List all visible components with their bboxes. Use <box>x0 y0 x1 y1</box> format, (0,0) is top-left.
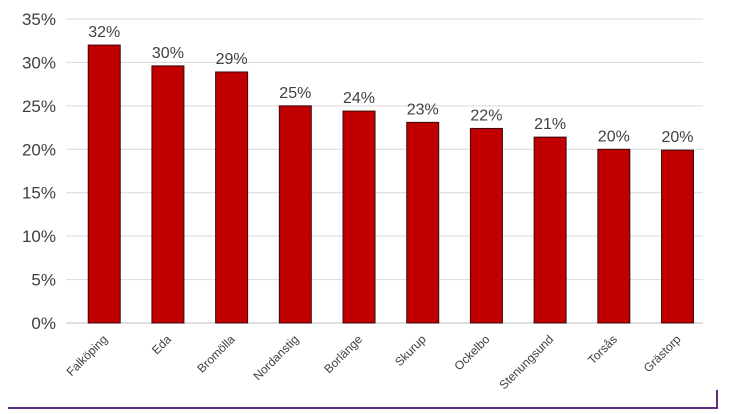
data-label: 21% <box>534 116 566 133</box>
data-label: 30% <box>152 45 184 62</box>
x-category-label: Torsås <box>585 332 620 367</box>
x-category-label: Nordanstig <box>251 332 302 383</box>
x-category-label: Borlänge <box>321 332 365 376</box>
bar <box>406 121 440 324</box>
data-label: 24% <box>343 90 375 107</box>
bar <box>597 148 631 324</box>
x-category-label: Stenungsund <box>496 332 556 392</box>
bars <box>87 44 695 324</box>
y-axis-tick-labels: 0% 5% 10% 15% 20% 25% 30% 35% <box>22 10 56 333</box>
data-label: 32% <box>88 24 120 41</box>
y-tick-label: 5% <box>31 271 56 290</box>
bar <box>278 105 312 324</box>
data-label: 23% <box>407 101 439 118</box>
bar <box>342 110 376 324</box>
bar <box>151 65 185 324</box>
y-tick-label: 25% <box>22 97 56 116</box>
x-category-label: Skurup <box>392 332 429 369</box>
data-labels: 32% 30% 29% 25% 24% 23% 22% 21% 20% 20% <box>88 24 693 146</box>
bar <box>87 44 121 324</box>
bar <box>661 149 695 324</box>
bar <box>533 136 567 324</box>
frame-border-right <box>716 390 718 408</box>
bar <box>469 127 503 324</box>
x-category-label: Ockelbo <box>452 332 493 373</box>
data-label: 20% <box>662 129 694 146</box>
frame-border-bottom <box>8 407 718 409</box>
data-label: 25% <box>279 85 311 102</box>
data-label: 20% <box>598 128 630 145</box>
y-tick-label: 20% <box>22 140 56 159</box>
x-axis-category-labels: Falköping Eda Bromölla Nordanstig Borlänge Sk… <box>64 332 684 392</box>
data-label: 29% <box>216 51 248 68</box>
bar <box>215 71 249 324</box>
x-category-label: Grästorp <box>641 332 684 375</box>
x-category-label: Eda <box>149 332 174 357</box>
y-tick-label: 35% <box>22 10 56 29</box>
y-tick-label: 15% <box>22 184 56 203</box>
x-category-label: Falköping <box>64 332 111 379</box>
y-tick-label: 30% <box>22 53 56 72</box>
x-category-label: Bromölla <box>194 332 238 376</box>
data-label: 22% <box>470 107 502 124</box>
y-tick-label: 0% <box>31 314 56 333</box>
y-tick-label: 10% <box>22 227 56 246</box>
